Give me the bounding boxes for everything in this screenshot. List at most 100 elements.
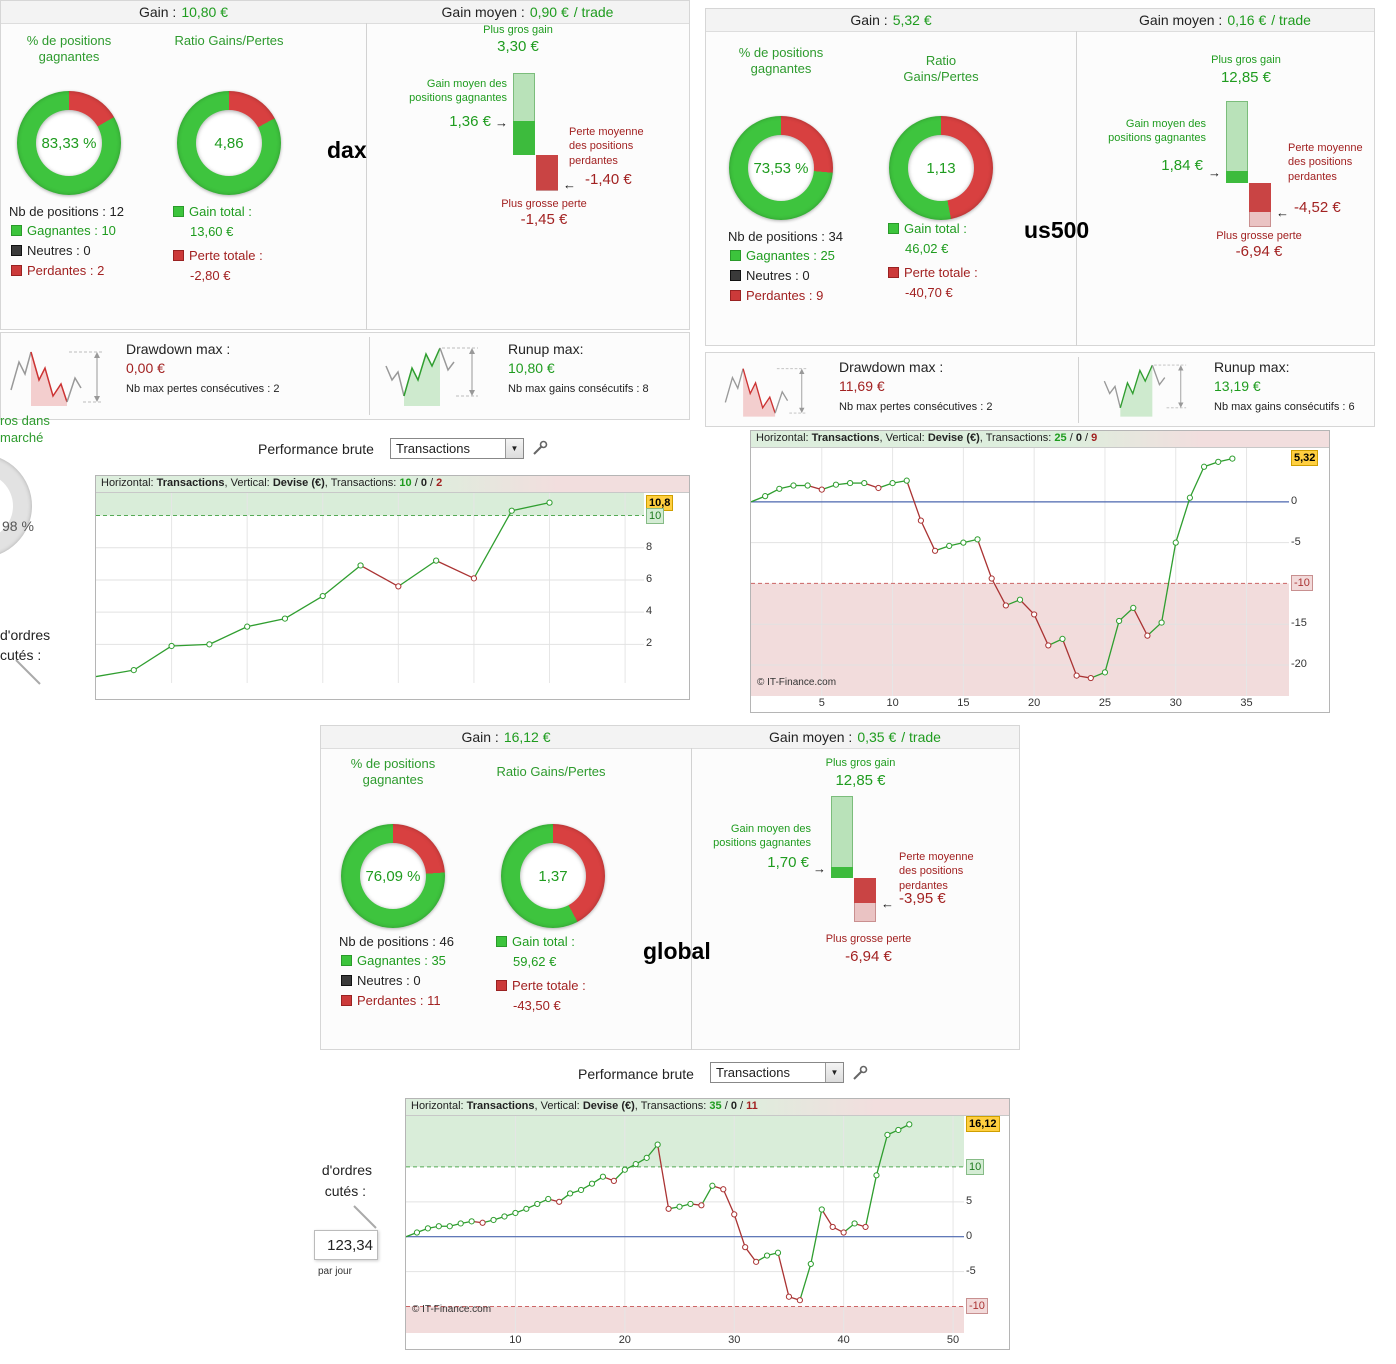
cut-diagonal-line-icon: [353, 1205, 377, 1229]
win-pct-value: 73,53 %: [753, 159, 809, 177]
plus-gros-gain-value: 12,85 €: [1220, 69, 1272, 86]
market-label: global: [643, 938, 711, 964]
gain-value: 5,32 €: [892, 12, 932, 28]
x-axis-label: 40: [837, 1334, 850, 1346]
chart-header-strip: Horizontal: Transactions, Vertical: Devi…: [751, 431, 1329, 448]
perte-totale-swatch-icon: [173, 250, 184, 261]
copyright-label: © IT-Finance.com: [757, 677, 837, 688]
y-axis: 16,12 10 5 0 -5 -10: [964, 1116, 1010, 1333]
cut-donut: [0, 452, 40, 564]
dax-stats-panel: Gain : 10,80 € Gain moyen : 0,90 € / tra…: [0, 0, 690, 330]
plus-grosse-perte-label: Plus grosse perte: [501, 198, 587, 210]
avg-loss-label: Perte moyenne des positions perdantes: [569, 126, 644, 167]
gain-moyen-value: 0,35 €: [857, 729, 897, 745]
plus-grosse-perte-value: -1,45 €: [520, 211, 568, 228]
nb-max-gains: Nb max gains consécutifs : 8: [508, 383, 649, 395]
legend-gagnantes: Gagnantes : 10: [11, 223, 116, 238]
arrow-left-icon: ←: [881, 896, 894, 911]
performance-type-dropdown[interactable]: Transactions ▼: [390, 438, 524, 459]
y-axis-label: -15: [1291, 617, 1307, 630]
avg-gain-label: Gain moyen des positions gagnantes: [1108, 118, 1206, 145]
ratio-title: Ratio Gains/Pertes: [496, 764, 606, 779]
gain-moyen-header: Gain moyen : 0,16 € / trade: [1139, 12, 1311, 28]
gain-header: Gain : 16,12 €: [461, 729, 551, 745]
nb-positions: Nb de positions : 12: [9, 204, 124, 219]
avg-gain-bar: [513, 121, 535, 155]
y-axis-label: 8: [646, 540, 653, 553]
plot-area: [405, 1116, 964, 1333]
wrench-icon: [533, 440, 548, 455]
x-axis-label: 15: [957, 697, 970, 709]
wins-count: 35: [709, 1100, 722, 1112]
gain-moyen-label: Gain moyen :: [441, 4, 525, 20]
gagnantes-swatch-icon: [341, 955, 352, 966]
plus-gros-gain-label: Plus gros gain: [825, 757, 896, 769]
performance-type-dropdown[interactable]: Transactions ▼: [710, 1062, 844, 1083]
perdantes-swatch-icon: [11, 265, 22, 276]
drawdown-max-value: 0,00 €: [126, 360, 165, 376]
cut-orders-label-2: cutés :: [0, 647, 42, 663]
x-axis-label: 35: [1240, 697, 1253, 709]
ratio-donut: 4,86: [177, 91, 281, 195]
positions-legend: Gagnantes : 25 Neutres : 0 Perdantes : 9: [730, 248, 835, 308]
totals: Gain total : 46,02 € Perte totale : -40,…: [888, 221, 978, 309]
win-pct-donut: 73,53 %: [729, 116, 833, 220]
avg-gain-label: Gain moyen des positions gagnantes: [713, 823, 811, 850]
runup-sparkline-icon: [385, 347, 478, 406]
gain-total-swatch-icon: [173, 206, 184, 217]
us500-stats-panel: Gain : 5,32 € Gain moyen : 0,16 € / trad…: [705, 8, 1375, 346]
nb-positions: Nb de positions : 34: [728, 229, 843, 244]
ratio-value: 4,86: [214, 134, 244, 152]
us500-panel-header: Gain : 5,32 € Gain moyen : 0,16 € / trad…: [706, 9, 1374, 32]
plot-area: [95, 493, 644, 683]
dropdown-selected-value: Transactions: [716, 1065, 790, 1080]
avg-gain-bar: [831, 867, 853, 878]
win-pct-title: % de positions gagnantes: [350, 756, 436, 788]
chevron-down-icon[interactable]: ▼: [825, 1063, 843, 1082]
x-axis-label: 25: [1098, 697, 1112, 709]
gain-total-value: 46,02 €: [905, 241, 949, 256]
x-axis-label: 50: [946, 1334, 960, 1346]
cut-per-day-label: par jour: [318, 1266, 352, 1277]
plot-area: [750, 448, 1289, 696]
cut-market-time-value: 98 %: [2, 518, 34, 534]
arrow-right-icon: →: [813, 861, 826, 876]
avg-loss-value: -4,52 €: [1294, 199, 1341, 216]
win-pct-value: 83,33 %: [41, 134, 97, 152]
cut-market-time-label-2: marché: [0, 430, 44, 445]
cut-market-time-label-1: ros dans: [0, 413, 50, 428]
perte-totale-swatch-icon: [496, 980, 507, 991]
y-axis: 5,32 0 -5 -10 -15 -20: [1289, 448, 1330, 696]
drawdown-text-block: Drawdown max : 11,69 € Nb max pertes con…: [839, 359, 993, 413]
runup-sparkline-icon: [1103, 364, 1187, 417]
win-pct-donut: 83,33 %: [17, 91, 121, 195]
legend-neutres: Neutres : 0: [11, 243, 116, 258]
chart-settings-button[interactable]: [530, 439, 550, 459]
section-divider: [691, 748, 692, 1050]
avg-gain-value: 1,84 €: [1161, 157, 1203, 174]
cut-orders-label-1: d'ordres: [321, 1162, 372, 1178]
gain-moyen-value: 0,90 €: [529, 4, 569, 20]
x-axis-label: 10: [886, 697, 899, 709]
gain-label: Gain :: [138, 4, 177, 20]
neutres-swatch-icon: [341, 975, 352, 986]
cut-diagonal-line-icon: [15, 659, 41, 685]
gain-total-swatch-icon: [496, 936, 507, 947]
win-pct-title: % de positions gagnantes: [738, 45, 824, 77]
y-axis-badge: 16,12: [966, 1116, 1000, 1133]
avg-loss-bar: [536, 155, 558, 190]
ratio-title: Ratio Gains/Pertes: [903, 53, 979, 85]
y-axis-label: 4: [646, 605, 653, 618]
chart-settings-button[interactable]: [850, 1064, 870, 1084]
dropdown-selected-value: Transactions: [396, 441, 470, 456]
x-axis: 10 20 30 40 50: [406, 1333, 964, 1349]
arrow-left-icon: ←: [1276, 205, 1289, 220]
avg-gain-value: 1,36 €: [449, 113, 491, 130]
chevron-down-icon[interactable]: ▼: [505, 439, 523, 458]
x-axis-label: 30: [1169, 697, 1182, 709]
nb-positions: Nb de positions : 46: [339, 934, 454, 949]
avg-loss-bar: [854, 878, 876, 904]
wins-count: 25: [1054, 432, 1067, 444]
positions-legend: Gagnantes : 35 Neutres : 0 Perdantes : 1…: [341, 953, 446, 1013]
y-axis-label: 5: [966, 1194, 973, 1207]
